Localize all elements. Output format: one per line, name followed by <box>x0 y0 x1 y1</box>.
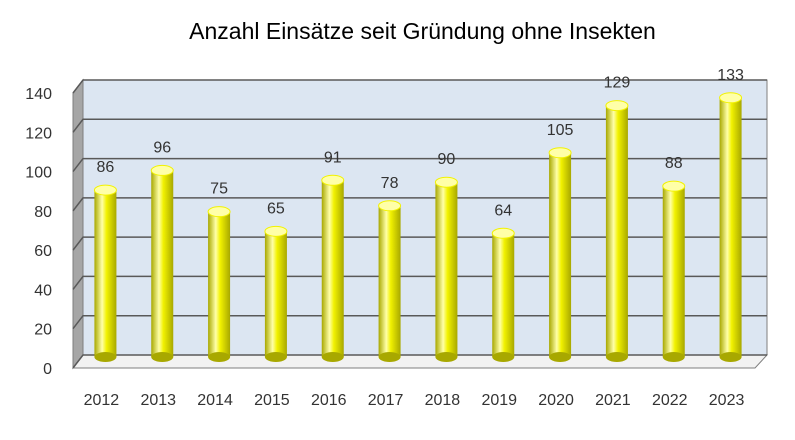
bar <box>719 92 743 362</box>
data-label: 88 <box>665 155 683 172</box>
y-tick-label: 0 <box>43 361 52 378</box>
x-tick-label: 2017 <box>368 392 404 409</box>
bar-base <box>94 352 117 362</box>
bar-body <box>321 180 344 357</box>
y-tick-label: 140 <box>25 86 52 103</box>
bar-top <box>719 92 743 104</box>
bar <box>93 184 117 362</box>
bar-body <box>151 170 174 357</box>
data-label: 86 <box>97 159 115 176</box>
bar-body <box>549 152 572 357</box>
bar <box>605 100 629 362</box>
bar-base <box>208 352 231 362</box>
x-tick-label: 2016 <box>311 392 347 409</box>
gridline <box>72 314 767 330</box>
gridline <box>72 354 767 369</box>
bar <box>662 180 686 362</box>
x-tick-label: 2020 <box>538 392 574 409</box>
bar-top <box>207 206 231 218</box>
bar-top <box>93 184 117 196</box>
bar-base <box>719 352 742 362</box>
gridline <box>72 118 767 133</box>
data-label: 90 <box>438 151 456 168</box>
bar <box>264 225 288 362</box>
gridline <box>72 79 767 94</box>
bar <box>321 174 345 362</box>
bar-base <box>378 352 401 362</box>
y-tick-label: 80 <box>34 204 52 221</box>
x-tick-label: 2018 <box>425 392 461 409</box>
bar-body <box>492 233 515 357</box>
bar-base <box>264 352 287 362</box>
plot-side-wall <box>72 78 84 370</box>
y-tick-label: 120 <box>25 125 52 142</box>
data-label: 96 <box>153 139 171 156</box>
bar-body <box>264 231 287 357</box>
bar-top <box>321 174 345 186</box>
data-label: 133 <box>717 67 744 84</box>
bar-top <box>264 225 288 237</box>
bar-base <box>321 352 344 362</box>
bar-top <box>434 176 458 188</box>
bar <box>150 164 174 362</box>
bar-base <box>435 352 458 362</box>
data-label: 105 <box>547 122 574 139</box>
gridline <box>72 275 767 290</box>
bar-base <box>605 352 628 362</box>
data-label: 129 <box>604 75 631 92</box>
bar-base <box>151 352 174 362</box>
data-label: 64 <box>494 202 512 219</box>
x-tick-label: 2014 <box>197 392 233 409</box>
bar-body <box>94 190 117 357</box>
y-tick-label: 60 <box>34 243 52 260</box>
chart-title: Anzahl Einsätze seit Gründung ohne Insek… <box>189 18 656 44</box>
x-tick-label: 2013 <box>140 392 176 409</box>
bar-top <box>548 147 572 159</box>
gridline <box>72 157 767 173</box>
bar <box>491 227 515 362</box>
bar-body <box>662 186 685 357</box>
data-label: 65 <box>267 200 285 217</box>
bar-base <box>662 352 685 362</box>
gridline <box>72 197 767 212</box>
bar-body <box>378 205 401 357</box>
data-label: 91 <box>324 149 342 166</box>
data-label: 78 <box>381 175 399 192</box>
x-tick-label: 2022 <box>652 392 688 409</box>
bar-body <box>719 97 742 357</box>
bar <box>548 147 572 362</box>
data-label: 75 <box>210 181 228 198</box>
x-tick-label: 2021 <box>595 392 631 409</box>
y-tick-label: 100 <box>25 165 52 182</box>
x-tick-label: 2023 <box>709 392 745 409</box>
bar <box>434 176 458 362</box>
bar-top <box>662 180 686 192</box>
bar-body <box>605 105 628 357</box>
bar <box>207 206 231 362</box>
x-tick-label: 2012 <box>84 392 120 409</box>
bar-base <box>492 352 515 362</box>
bar-top <box>491 227 515 239</box>
bar-top <box>605 100 629 112</box>
bar-top <box>150 164 174 176</box>
plot-back-wall <box>82 79 768 356</box>
bar-body <box>435 182 458 357</box>
gridline <box>72 236 767 251</box>
bar-top <box>378 200 402 212</box>
y-tick-label: 40 <box>34 282 52 299</box>
x-tick-label: 2015 <box>254 392 290 409</box>
x-tick-label: 2019 <box>481 392 517 409</box>
y-tick-label: 20 <box>34 322 52 339</box>
bar-body <box>208 211 231 357</box>
bar-base <box>549 352 572 362</box>
bar <box>378 200 402 362</box>
